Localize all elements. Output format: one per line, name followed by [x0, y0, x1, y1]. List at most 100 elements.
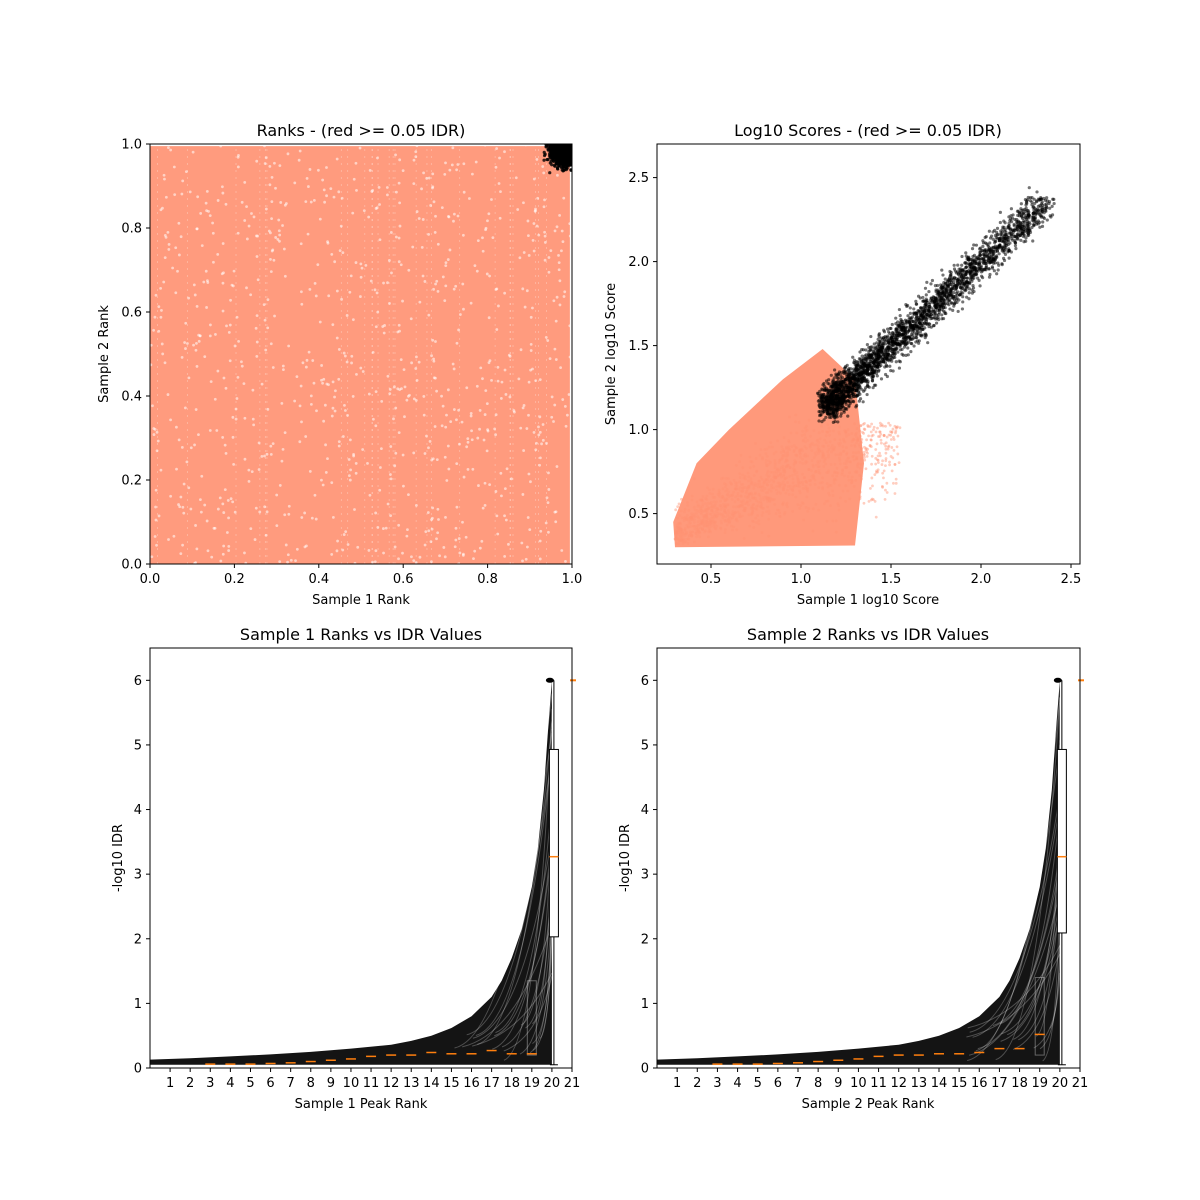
scores-idr-ge-005-point [686, 541, 690, 545]
scores-idr-ge-005-point [776, 439, 780, 443]
ranks-gap-mark [543, 258, 547, 262]
scores-idr-ge-005-point [894, 431, 897, 435]
scores-idr-ge-005-point [807, 507, 811, 510]
scores-idr-lt-005-point [929, 282, 933, 286]
scores-idr-ge-005-point [791, 486, 795, 490]
ranks-gap-mark [498, 156, 501, 160]
ranks-gap-mark [155, 430, 159, 434]
scores-idr-ge-005-point [829, 484, 833, 487]
scores-idr-ge-005-point [705, 524, 709, 528]
scores-idr-ge-005-point [769, 489, 773, 493]
scores-idr-ge-005-point [859, 424, 863, 427]
scores-idr-ge-005-point [787, 445, 791, 449]
scores-idr-ge-005-point [690, 515, 694, 519]
scores-idr-ge-005-point [796, 481, 800, 485]
scores-idr-ge-005-point [723, 519, 727, 523]
scores-idr-ge-005-point [779, 472, 783, 476]
scores-idr-ge-005-point [729, 517, 733, 520]
ranks-gap-mark [205, 306, 208, 309]
ranks-gap-mark [256, 234, 259, 238]
scores-idr-ge-005-point [808, 479, 812, 483]
ranks-gap-mark [250, 470, 254, 474]
ranks-gap-mark [305, 358, 309, 362]
scores-idr-ge-005-point [778, 468, 782, 472]
scores-idr-lt-005-point [967, 291, 971, 295]
scores-idr-ge-005-point [840, 473, 844, 476]
ranks-gap-mark [298, 440, 302, 444]
scores-idr-ge-005-point [816, 447, 820, 451]
scores-idr-ge-005-point [721, 476, 725, 480]
scores-idr-ge-005-point [698, 505, 702, 509]
ranks-gap-mark [414, 150, 418, 154]
ranks-gap-mark [338, 249, 342, 253]
ranks-title: Ranks - (red >= 0.05 IDR) [257, 121, 466, 140]
ranks-gap-mark [256, 278, 260, 282]
scores-idr-ge-005-point [806, 454, 809, 458]
scores-idr-ge-005-point [716, 507, 720, 511]
scores-idr-lt-005-point [1007, 221, 1011, 225]
ranks-gap-mark [461, 233, 465, 237]
ranks-gap-mark [203, 355, 207, 359]
scores-idr-ge-005-point [772, 476, 776, 479]
ranks-gap-mark [250, 212, 253, 215]
ranks-gap-mark [222, 544, 226, 548]
scores-idr-ge-005-point [807, 468, 811, 471]
ranks-gap-mark [243, 551, 246, 555]
ranks-gap-mark [455, 462, 459, 466]
scores-idr-ge-005-point [750, 491, 753, 495]
scores-idr-ge-005-point [810, 459, 814, 463]
ranks-gap-mark [320, 478, 323, 482]
scores-idr-lt-005-point [912, 344, 916, 348]
scores-idr-ge-005-point [708, 519, 712, 523]
ranks-gap-mark [263, 162, 267, 165]
scores-idr-ge-005-point [719, 527, 723, 531]
scores-idr-ge-005-point [758, 482, 762, 486]
ranks-idr-lt-005-point [560, 155, 564, 159]
scores-idr-ge-005-point [812, 443, 816, 447]
y-tick-label: 0.2 [121, 474, 142, 489]
scores-idr-ge-005-point [896, 452, 900, 456]
scores-idr-ge-005-point [794, 420, 797, 424]
scores-idr-ge-005-point [682, 532, 686, 536]
ranks-gap-mark [182, 482, 186, 486]
scores-idr-ge-005-point [882, 442, 886, 446]
ranks-gap-mark [431, 338, 435, 342]
ranks-gap-mark [153, 427, 157, 431]
ranks-gap-mark [453, 545, 457, 549]
ranks-gap-mark [423, 452, 427, 455]
scores-idr-ge-005-point [724, 477, 728, 480]
ranks-gap-mark [393, 385, 396, 389]
ranks-idr-lt-005-point [546, 158, 550, 162]
scores-idr-ge-005-point [865, 438, 869, 442]
scores-idr-ge-005-point [752, 496, 756, 499]
scores-idr-ge-005-point [881, 471, 885, 475]
scores-idr-ge-005-point [726, 513, 729, 517]
scores-idr-ge-005-point [822, 502, 826, 506]
ranks-gap-mark [504, 518, 508, 522]
ranks-gap-mark [443, 555, 447, 559]
scores-idr-ge-005-point [689, 515, 692, 519]
ranks-gap-mark [553, 347, 557, 351]
ranks-gap-mark [311, 359, 315, 362]
ranks-gap-mark [198, 334, 202, 338]
scores-idr-ge-005-point [878, 435, 882, 438]
scores-idr-ge-005-point [878, 454, 882, 458]
scores-idr-ge-005-point [711, 519, 715, 523]
scores-idr-ge-005-point [748, 492, 752, 496]
scores-idr-ge-005-point [737, 487, 741, 491]
ranks-gap-mark [163, 177, 166, 181]
scores-idr-ge-005-point [715, 524, 719, 528]
scores-idr-ge-005-point [719, 519, 723, 523]
x-tick-label: 0.0 [140, 572, 161, 587]
ranks-gap-mark [529, 480, 532, 484]
scores-idr-ge-005-point [705, 519, 708, 523]
scores-idr-ge-005-point [779, 491, 782, 495]
ranks-gap-mark [396, 387, 400, 391]
scores-idr-ge-005-point [781, 502, 785, 506]
scores-idr-ge-005-point [738, 515, 742, 519]
scores-idr-ge-005-point [713, 513, 717, 517]
scores-idr-ge-005-point [714, 500, 718, 504]
scores-idr-ge-005-point [760, 478, 764, 481]
ranks-gap-mark [507, 542, 510, 546]
ranks-gap-mark [429, 204, 433, 207]
